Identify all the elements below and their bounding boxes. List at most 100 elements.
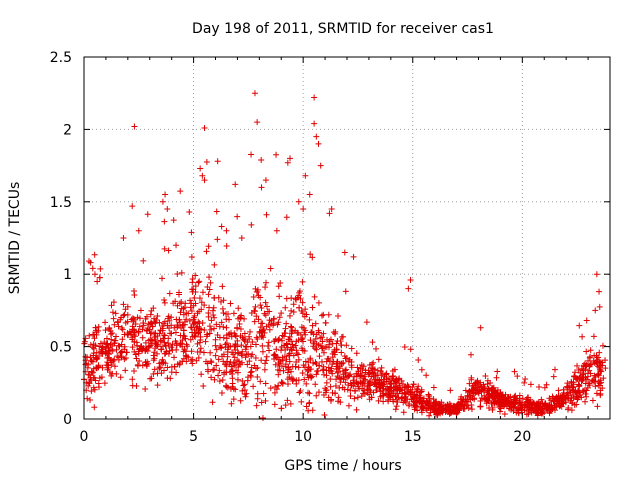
- data-point: [338, 333, 345, 340]
- data-point: [87, 377, 94, 384]
- data-point: [296, 304, 303, 311]
- y-tick-label: 2.5: [50, 50, 72, 66]
- data-point: [206, 330, 213, 337]
- data-point: [347, 393, 354, 400]
- data-point: [309, 254, 316, 261]
- data-point: [371, 366, 378, 373]
- data-point: [411, 406, 418, 413]
- data-point: [446, 407, 453, 414]
- data-point: [276, 356, 283, 363]
- data-point: [342, 379, 349, 386]
- data-point: [266, 317, 273, 324]
- data-point: [204, 366, 211, 373]
- data-point: [303, 380, 310, 387]
- data-point: [144, 211, 151, 218]
- data-point: [197, 337, 204, 344]
- data-point: [176, 319, 183, 326]
- data-point: [97, 265, 104, 272]
- data-point: [188, 229, 195, 236]
- data-point: [313, 392, 320, 399]
- data-point: [484, 397, 491, 404]
- data-point: [164, 206, 171, 213]
- data-point: [305, 366, 312, 373]
- data-point: [368, 361, 375, 368]
- data-point: [213, 208, 220, 215]
- data-point: [177, 332, 184, 339]
- data-point: [322, 319, 329, 326]
- data-point: [292, 363, 299, 370]
- data-point: [306, 390, 313, 397]
- data-point: [303, 403, 310, 410]
- data-point: [215, 356, 222, 363]
- data-point: [93, 349, 100, 356]
- data-point: [258, 320, 265, 327]
- data-point: [108, 372, 115, 379]
- data-point: [255, 316, 262, 323]
- data-point: [230, 351, 237, 358]
- data-point: [107, 346, 114, 353]
- data-point: [532, 408, 539, 415]
- data-point: [229, 380, 236, 387]
- data-point: [296, 288, 303, 295]
- data-point: [375, 397, 382, 404]
- data-point: [173, 369, 180, 376]
- data-point: [214, 236, 221, 243]
- data-point: [602, 365, 609, 372]
- data-point: [521, 401, 528, 408]
- data-point: [124, 311, 131, 318]
- data-point: [188, 286, 195, 293]
- data-point: [367, 388, 374, 395]
- data-point: [292, 342, 299, 349]
- data-point: [329, 370, 336, 377]
- data-point: [569, 387, 576, 394]
- data-point: [343, 366, 350, 373]
- data-point: [423, 372, 430, 379]
- data-point: [197, 165, 204, 172]
- data-point: [372, 377, 379, 384]
- data-point: [213, 321, 220, 328]
- data-point: [272, 336, 279, 343]
- data-point: [382, 371, 389, 378]
- data-point: [185, 310, 192, 317]
- data-point: [275, 360, 282, 367]
- data-point: [293, 347, 300, 354]
- x-axis-label: GPS time / hours: [284, 458, 401, 474]
- data-point: [229, 370, 236, 377]
- data-point: [580, 362, 587, 369]
- data-point: [161, 245, 168, 252]
- data-point: [218, 223, 225, 230]
- data-point: [115, 354, 122, 361]
- data-point: [311, 94, 318, 101]
- data-point: [347, 387, 354, 394]
- data-point: [538, 409, 545, 416]
- data-point: [262, 299, 269, 306]
- data-point: [580, 375, 587, 382]
- data-point: [390, 390, 397, 397]
- data-point: [122, 319, 129, 326]
- data-point: [313, 371, 320, 378]
- data-point: [407, 391, 414, 398]
- data-point: [565, 405, 572, 412]
- data-point: [405, 285, 412, 292]
- data-point: [425, 391, 432, 398]
- data-point: [323, 387, 330, 394]
- data-point: [228, 400, 235, 407]
- data-point: [254, 119, 261, 126]
- data-point: [386, 378, 393, 385]
- data-point: [156, 365, 163, 372]
- data-point: [266, 347, 273, 354]
- y-tick-label: 1.5: [50, 195, 72, 211]
- data-point: [219, 305, 226, 312]
- data-point: [142, 359, 149, 366]
- data-point: [298, 324, 305, 331]
- data-point: [230, 310, 237, 317]
- data-point: [263, 303, 270, 310]
- data-point: [254, 390, 261, 397]
- data-point: [286, 358, 293, 365]
- data-point: [580, 388, 587, 395]
- data-point: [258, 157, 265, 164]
- data-point: [467, 396, 474, 403]
- data-point: [351, 395, 358, 402]
- data-point: [164, 364, 171, 371]
- data-point: [208, 374, 215, 381]
